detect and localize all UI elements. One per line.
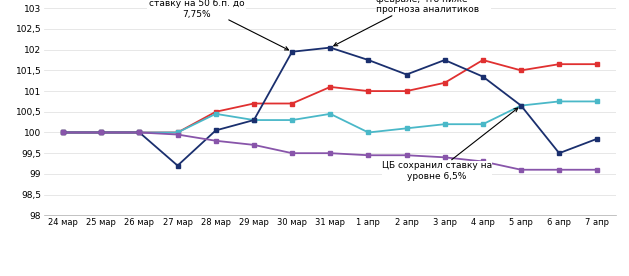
Text: ЦБ повысил базовую
ставку на 50 б.п. до
7,75%: ЦБ повысил базовую ставку на 50 б.п. до … [147,0,289,50]
Text: ЦБ сохранил ставку на
уровне 6,5%: ЦБ сохранил ставку на уровне 6,5% [382,108,518,181]
Legend: Индонезийская рупия, Индийская рупия, Южно-Африканский ранд, Турецкая лира: Индонезийская рупия, Индийская рупия, Юж… [87,273,574,276]
Text: Базовая инфляция США
выросла на 4,6% в
феврале, что ниже
прогноза аналитиков: Базовая инфляция США выросла на 4,6% в ф… [334,0,491,46]
